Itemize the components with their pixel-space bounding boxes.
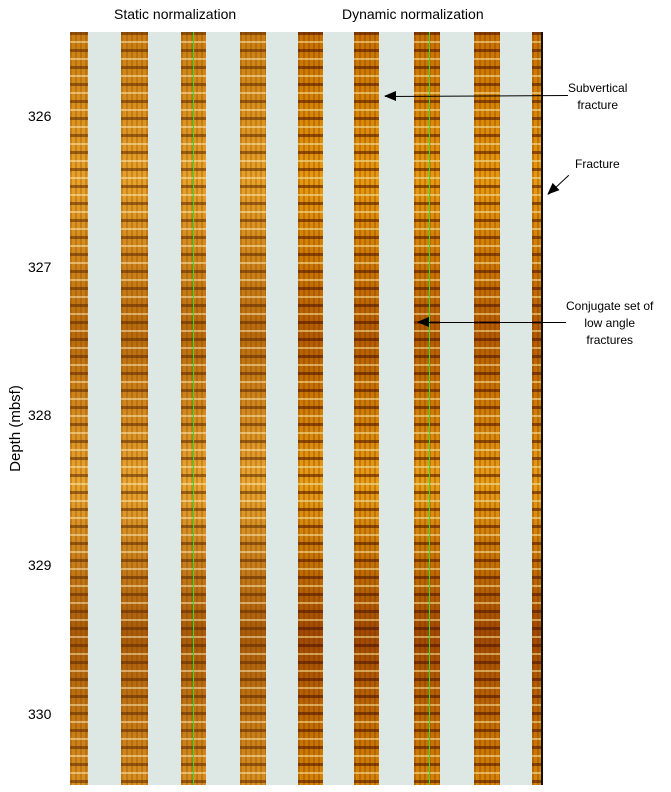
depth-tick: 329 <box>28 557 52 573</box>
static-pad <box>70 32 88 785</box>
dynamic-trace-line <box>429 32 430 785</box>
subvertical-fracture-label: Subvertical fracture <box>568 81 628 112</box>
depth-tick: 328 <box>28 407 52 423</box>
dynamic-pad <box>414 32 440 785</box>
static-trace-line <box>193 32 194 785</box>
static-normalization-title: Static normalization <box>114 6 237 22</box>
depth-tick: 330 <box>28 706 52 722</box>
fms-image-log <box>70 32 543 785</box>
depth-tick: 326 <box>28 108 52 124</box>
fracture-label: Fracture <box>575 157 620 171</box>
dynamic-normalization-title: Dynamic normalization <box>342 6 484 22</box>
dynamic-pad <box>298 32 323 785</box>
depth-axis-label: Depth (mbsf) <box>6 385 24 472</box>
static-pad <box>121 32 148 785</box>
dynamic-pad <box>354 32 379 785</box>
conjugate-fractures-label: Conjugate set of low angle fractures <box>566 299 654 347</box>
conjugate-fractures-arrow <box>417 317 566 327</box>
static-pad <box>240 32 266 785</box>
dynamic-pad <box>532 32 541 785</box>
dynamic-pad <box>474 32 500 785</box>
fracture-arrow <box>548 174 570 195</box>
depth-tick: 327 <box>28 259 52 275</box>
